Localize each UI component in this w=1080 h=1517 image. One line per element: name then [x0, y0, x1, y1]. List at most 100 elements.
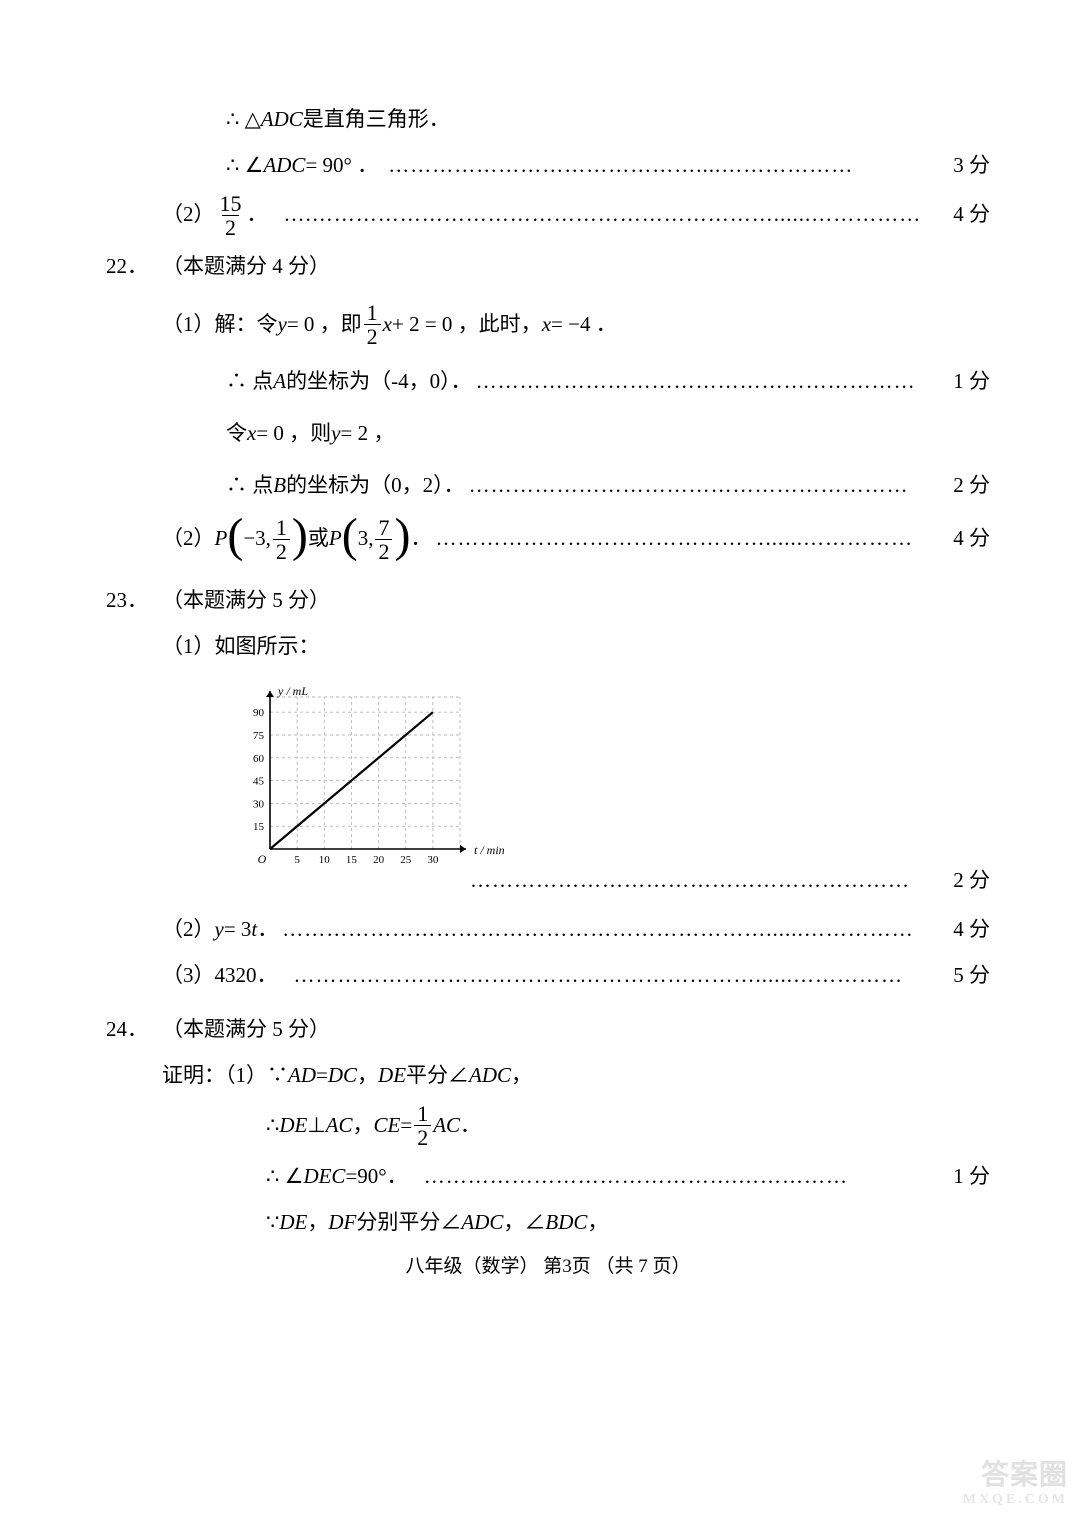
score: 5 分 [953, 956, 990, 996]
text: = 2 ， [341, 414, 395, 454]
text: = 3 [224, 910, 252, 950]
var: AC [326, 1106, 353, 1146]
text: 令 [226, 414, 247, 454]
text: =90°． [345, 1157, 407, 1197]
svg-text:75: 75 [253, 730, 265, 742]
leader-dots: ……………………………………....……………… [388, 146, 949, 186]
var: y [278, 305, 287, 345]
svg-text:30: 30 [427, 854, 439, 866]
text: ， [511, 1056, 532, 1096]
watermark-sub: MXQE.COM [963, 1492, 1068, 1507]
leader-dots: …………………………………………………… [469, 466, 950, 506]
fraction: 12 [414, 1102, 431, 1149]
var: DC [328, 1056, 357, 1096]
leader-dots: ………………………………………………………......…………… [294, 956, 950, 996]
score: 1 分 [953, 362, 990, 402]
var: BDC [545, 1203, 587, 1243]
svg-text:5: 5 [294, 854, 300, 866]
svg-text:25: 25 [400, 854, 412, 866]
part-label: （2） [162, 195, 215, 235]
score: 1 分 [953, 1157, 990, 1197]
svg-text:45: 45 [253, 775, 265, 787]
fraction: 12 [273, 516, 290, 563]
question-number: 22． [106, 247, 162, 287]
text: −3, [243, 519, 271, 559]
leader-dots: …………………………………………………………......…………… [282, 910, 949, 950]
question-number: 24． [106, 1010, 162, 1050]
text: ， [587, 1203, 608, 1243]
fraction: 72 [375, 516, 392, 563]
text: ∴ ∠ [226, 146, 263, 186]
var: B [273, 466, 286, 506]
var: DF [328, 1203, 356, 1243]
text: ， [353, 1106, 374, 1146]
text: ． [460, 1106, 481, 1146]
part-label: （2） [162, 910, 215, 950]
var: x [247, 414, 256, 454]
var: ADC [461, 1203, 503, 1243]
leader-dots: …………………………………………………… [476, 362, 950, 402]
text: 是直角三角形． [303, 100, 450, 140]
var: DEC [303, 1157, 345, 1197]
leader-dots: ….………………………………………………………......…………… [284, 195, 950, 235]
text: 分别平分∠ [356, 1203, 461, 1243]
text: 的坐标为（-4，0）． [286, 362, 472, 402]
var: x [542, 305, 551, 345]
text: ． [410, 519, 431, 559]
var: AD [288, 1056, 316, 1096]
text: = 0 ，则 [256, 414, 331, 454]
text: ∵ [266, 1203, 279, 1243]
var: DE [378, 1056, 406, 1096]
watermark-main: 答案圈 [963, 1461, 1068, 1492]
text: ∴ [266, 1106, 279, 1146]
text: 平分∠ [406, 1056, 469, 1096]
part-label: （1）如图所示： [162, 627, 320, 667]
text: ∴ 点 [226, 362, 273, 402]
svg-text:60: 60 [253, 752, 265, 764]
var: ADC [263, 146, 305, 186]
var: P [215, 519, 228, 559]
fraction: 152 [217, 192, 245, 239]
svg-text:t / min: t / min [474, 843, 505, 857]
text: = [400, 1106, 412, 1146]
svg-text:30: 30 [253, 798, 265, 810]
fraction: 12 [364, 301, 381, 348]
text: ⊥ [307, 1106, 325, 1146]
text: ∴ 点 [226, 466, 273, 506]
var: x [383, 305, 392, 345]
part-label: （1）解：令 [162, 305, 278, 345]
svg-text:15: 15 [253, 821, 265, 833]
question-head: （本题满分 5 分） [162, 581, 330, 621]
text: ． [247, 195, 268, 235]
score: 3 分 [953, 146, 990, 186]
score: 4 分 [953, 519, 990, 559]
svg-text:15: 15 [346, 854, 358, 866]
text: ∴ △ [226, 100, 261, 140]
score: 4 分 [953, 195, 990, 235]
svg-text:10: 10 [319, 854, 331, 866]
watermark: 答案圈 MXQE.COM [963, 1461, 1068, 1507]
var: ADC [261, 100, 303, 140]
question-head: （本题满分 5 分） [162, 1010, 330, 1050]
page-footer: 八年级（数学） 第3页 （共 7 页） [106, 1249, 990, 1285]
text: = [316, 1056, 328, 1096]
text: ． [257, 910, 278, 950]
svg-text:90: 90 [253, 707, 265, 719]
var: DE [279, 1106, 307, 1146]
text: = −4 ． [551, 305, 617, 345]
var: CE [374, 1106, 401, 1146]
leader-dots: ………………………………………......…………… [435, 519, 949, 559]
svg-text:20: 20 [373, 854, 385, 866]
score: 2 分 [953, 466, 990, 506]
score: 4 分 [953, 910, 990, 950]
text: + 2 = 0 ，此时， [392, 305, 542, 345]
text: = 90° ． [305, 146, 378, 186]
var: y [215, 910, 224, 950]
part-label: （3）4320． [162, 956, 278, 996]
var: DE [279, 1203, 307, 1243]
var: ADC [469, 1056, 511, 1096]
svg-text:O: O [258, 852, 267, 866]
question-head: （本题满分 4 分） [162, 247, 330, 287]
text: ，∠ [503, 1203, 545, 1243]
var: AC [433, 1106, 460, 1146]
